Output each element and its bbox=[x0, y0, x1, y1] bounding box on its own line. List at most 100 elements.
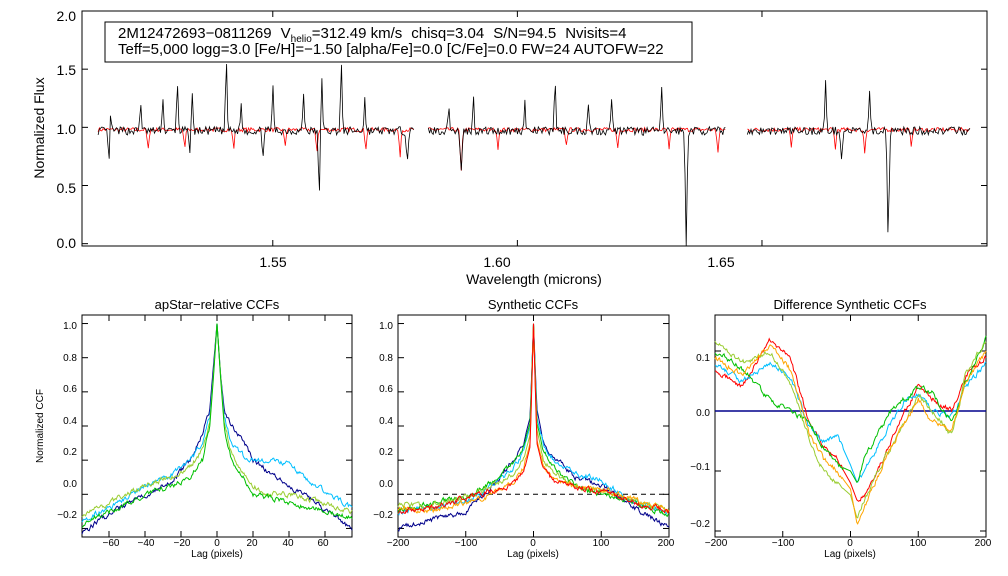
vhelio-value: =312.49 km/s bbox=[312, 25, 402, 42]
ccf-apstar-ticks bbox=[82, 315, 352, 537]
x-tick-label: −40 bbox=[138, 538, 155, 549]
ccf-line-diff-3 bbox=[714, 361, 987, 483]
y-tick-label: 0.0 bbox=[63, 479, 77, 490]
x-tick-label: 100 bbox=[593, 538, 610, 549]
x-tick-label: −200 bbox=[387, 538, 410, 549]
ccf-line-diff-2 bbox=[714, 337, 987, 502]
ccf-apstar-frame bbox=[81, 314, 353, 538]
ccf-apstar-title: apStar−relative CCFs bbox=[155, 297, 280, 312]
spectrum-observed-segment-2 bbox=[427, 85, 726, 247]
ccf-line-visit-3 bbox=[81, 323, 353, 518]
ccf-line-synth-3 bbox=[397, 323, 670, 518]
y-tick-label: 0.6 bbox=[379, 384, 393, 395]
y-tick-label: 1.0 bbox=[63, 321, 77, 332]
ccf-panel-difference: Difference Synthetic CCFs Lag (pixels) −… bbox=[690, 297, 992, 560]
info-box-frame bbox=[104, 21, 693, 63]
star-id: 2M12472693−0811269 bbox=[118, 25, 272, 42]
ccf-apstar-x-label: Lag (pixels) bbox=[191, 549, 243, 560]
y-tick-label: 0.8 bbox=[63, 353, 77, 364]
y-tick-label: 0.0 bbox=[379, 479, 393, 490]
y-tick-label: −0.2 bbox=[373, 510, 393, 521]
x-tick-label: 40 bbox=[282, 538, 294, 549]
spectrum-ticks bbox=[82, 10, 987, 246]
spectrum-x-tick-labels: 1.55 1.60 1.65 bbox=[259, 254, 734, 270]
x-tick-label: 20 bbox=[246, 538, 258, 549]
y-tick-label: 0.0 bbox=[696, 408, 710, 419]
x-tick-label: −20 bbox=[174, 538, 191, 549]
x-tick-label: 100 bbox=[910, 538, 927, 549]
ccf-panel-synthetic: Synthetic CCFs Lag (pixels) −200 −100 0 … bbox=[373, 297, 675, 560]
nvisits: Nvisits=4 bbox=[565, 25, 626, 42]
ccf-synthetic-y-tick-labels: −0.2 0.0 0.2 0.4 0.6 0.8 1.0 bbox=[373, 321, 393, 521]
y-tick-label: 1.0 bbox=[379, 321, 393, 332]
y-tick-label: −0.2 bbox=[690, 519, 710, 530]
y-tick-label: −0.2 bbox=[57, 510, 77, 521]
x-tick-label: −200 bbox=[705, 538, 728, 549]
y-tick-label: 0.2 bbox=[379, 447, 393, 458]
ccf-difference-x-label: Lag (pixels) bbox=[824, 549, 876, 560]
spectrum-y-tick-labels: 2.0 1.5 1.0 0.5 0.0 bbox=[57, 8, 77, 251]
ccf-line-diff-6 bbox=[714, 344, 987, 525]
ccf-line-synth-2 bbox=[397, 323, 670, 516]
y-tick-label: 1.5 bbox=[57, 62, 77, 78]
chisq: chisq=3.04 bbox=[411, 25, 484, 42]
ccf-line-visit-4 bbox=[81, 323, 353, 528]
info-line-1: 2M12472693−0811269 Vhelio=312.49 km/s chis… bbox=[118, 25, 626, 45]
spectrum-observed-segment-3 bbox=[746, 80, 971, 233]
signal-to-noise: S/N=94.5 bbox=[493, 25, 556, 42]
spectrum-y-axis-label: Normalized Flux bbox=[31, 77, 47, 178]
spectrum-observed-series bbox=[97, 63, 971, 247]
y-tick-label: 0.1 bbox=[696, 353, 710, 364]
x-tick-label: 0 bbox=[530, 538, 536, 549]
ccf-difference-y-tick-labels: −0.2 −0.1 0.0 0.1 bbox=[690, 353, 710, 530]
y-tick-label: 0.4 bbox=[63, 416, 77, 427]
ccf-difference-x-tick-labels: −200 −100 0 100 200 bbox=[705, 538, 992, 549]
spectrum-info-box: 2M12472693−0811269 Vhelio=312.49 km/s chis… bbox=[104, 21, 693, 63]
ccf-line-synth-5 bbox=[397, 323, 670, 514]
ccf-line-diff-5 bbox=[714, 340, 987, 519]
ccf-apstar-series bbox=[81, 323, 353, 535]
ccf-line-synth-4 bbox=[397, 323, 670, 513]
spectrum-x-axis-label: Wavelength (microns) bbox=[466, 271, 602, 287]
spectrum-panel: 2.0 1.5 1.0 0.5 0.0 1.55 1.60 1.65 Wavel… bbox=[31, 8, 988, 287]
vhelio-symbol: V bbox=[281, 25, 291, 42]
ccf-synthetic-x-label: Lag (pixels) bbox=[507, 549, 559, 560]
x-tick-label: 60 bbox=[317, 538, 329, 549]
y-tick-label: 0.2 bbox=[63, 447, 77, 458]
x-tick-label: 200 bbox=[658, 538, 675, 549]
ccf-synthetic-title: Synthetic CCFs bbox=[488, 297, 579, 312]
ccf-line-diff-4 bbox=[714, 335, 987, 483]
ccf-line-synth-6 bbox=[397, 323, 670, 515]
x-tick-label: 0 bbox=[214, 538, 220, 549]
x-tick-label: −100 bbox=[772, 538, 795, 549]
y-tick-label: 0.6 bbox=[63, 384, 77, 395]
x-tick-label: −60 bbox=[103, 538, 120, 549]
ccf-difference-series bbox=[714, 335, 987, 525]
ccf-apstar-x-tick-labels: −60 −40 −20 0 20 40 60 bbox=[103, 538, 329, 549]
spectrum-observed-segment-1 bbox=[97, 63, 415, 191]
y-tick-label: 0.5 bbox=[57, 180, 77, 196]
y-tick-label: 0.4 bbox=[379, 416, 393, 427]
x-tick-label: −100 bbox=[455, 538, 478, 549]
spectrum-frame bbox=[81, 10, 988, 247]
spectrum-model-segment-1 bbox=[97, 126, 414, 158]
ccf-synthetic-series bbox=[397, 323, 670, 532]
x-tick-label: 1.60 bbox=[483, 254, 510, 270]
ccf-apstar-y-label: Normalized CCF bbox=[35, 389, 46, 463]
y-tick-label: 0.0 bbox=[57, 235, 77, 251]
x-tick-label: 200 bbox=[975, 538, 992, 549]
ccf-synthetic-x-tick-labels: −200 −100 0 100 200 bbox=[387, 538, 675, 549]
y-tick-label: 0.8 bbox=[379, 353, 393, 364]
x-tick-label: 1.55 bbox=[259, 254, 286, 270]
ccf-line-visit-1 bbox=[81, 323, 353, 535]
ccf-apstar-y-tick-labels: −0.2 0.0 0.2 0.4 0.6 0.8 1.0 bbox=[57, 321, 77, 521]
x-tick-label: 1.65 bbox=[707, 254, 734, 270]
spectrum-model-segment-2 bbox=[428, 126, 726, 171]
vhelio-subscript: helio bbox=[291, 34, 313, 45]
info-line-2: Teff=5,000 logg=3.0 [Fe/H]=−1.50 [alpha/… bbox=[118, 41, 664, 58]
y-tick-label: −0.1 bbox=[690, 462, 710, 473]
ccf-difference-title: Difference Synthetic CCFs bbox=[774, 297, 927, 312]
ccf-panel-apstar: apStar−relative CCFs Lag (pixels) Normal… bbox=[35, 297, 353, 560]
